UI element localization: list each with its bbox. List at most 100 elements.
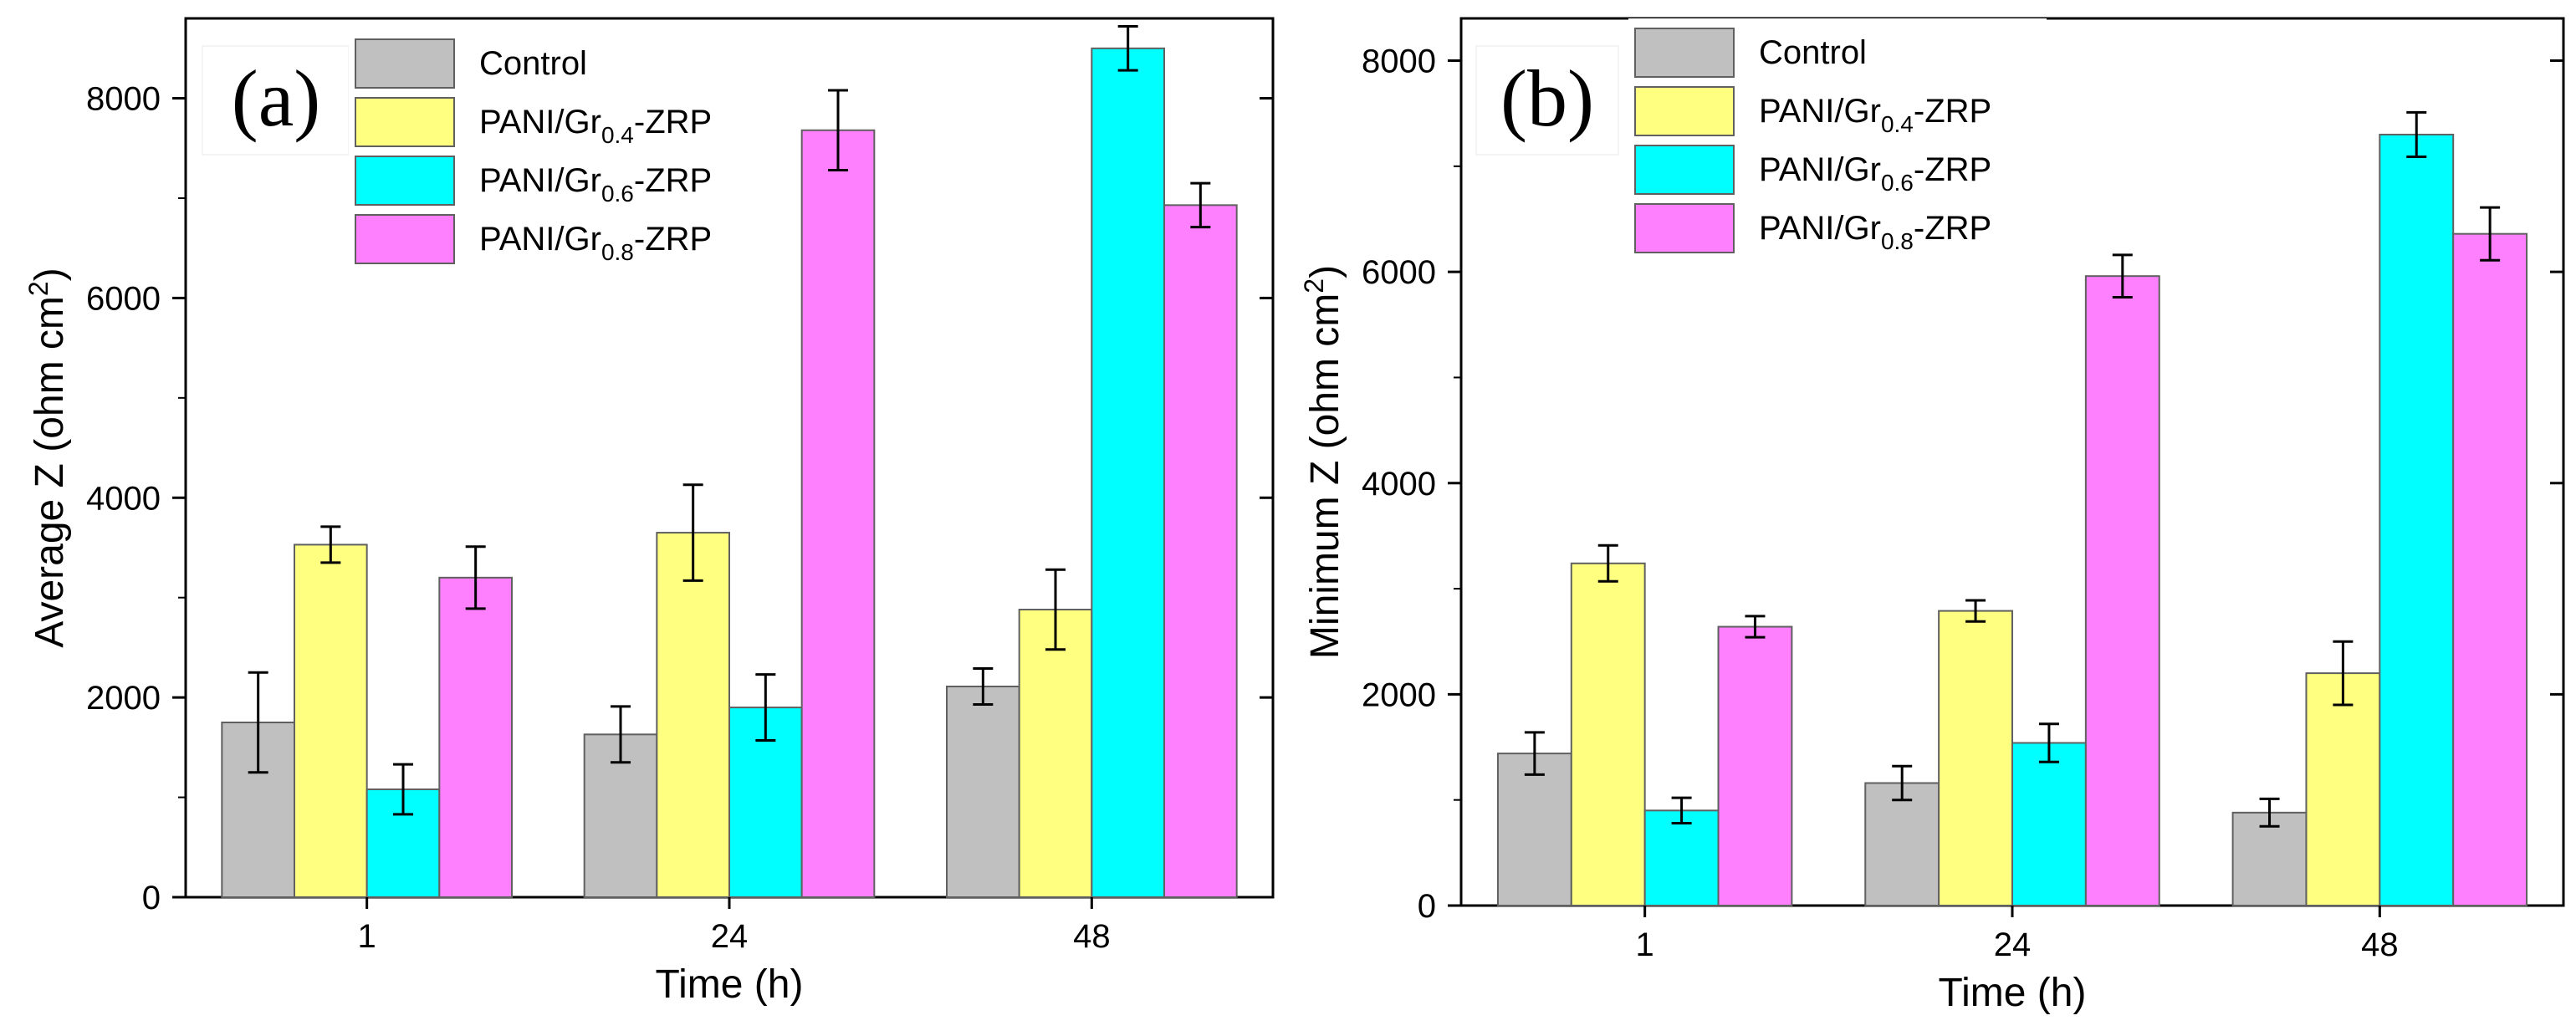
x-tick-label: 48	[2361, 926, 2399, 963]
legend-label-base: PANI/Gr	[479, 104, 601, 140]
bar-3-cat-48	[2379, 133, 2455, 906]
bar-3-cat-24	[2011, 742, 2087, 906]
error-bar	[1597, 544, 1618, 583]
legend-item: PANI/Gr0.8-ZRP	[1634, 203, 1991, 254]
error-bar	[828, 89, 848, 172]
y-axis-label-end: )	[1303, 265, 1347, 278]
legend-label: PANI/Gr0.4-ZRP	[479, 104, 712, 148]
bar-4-cat-1	[1717, 625, 1793, 906]
bar-2-cat-48	[1018, 609, 1093, 898]
legend-item: PANI/Gr0.8-ZRP	[355, 214, 712, 265]
legend-swatch	[1634, 145, 1735, 195]
y-axis-label: Minimum Z (ohm cm2)	[1299, 265, 1347, 659]
y-axis-label: Average Z (ohm cm2)	[23, 268, 72, 647]
legend-label-sub: 0.6	[1881, 170, 1914, 196]
y-axis-label-main: Minimum Z (ohm cm	[1303, 293, 1347, 659]
legend-swatch	[355, 156, 455, 206]
legend: ControlPANI/Gr0.4-ZRPPANI/Gr0.6-ZRPPANI/…	[349, 29, 767, 280]
bar-4-cat-48	[2452, 232, 2528, 906]
legend-label-base: Control	[1759, 34, 1867, 71]
y-tick-label: 0	[1418, 888, 1436, 925]
y-axis-label-sup: 2	[1299, 278, 1329, 293]
legend-item: PANI/Gr0.4-ZRP	[355, 97, 712, 148]
legend-item: PANI/Gr0.6-ZRP	[1634, 145, 1991, 196]
legend-label-sub: 0.8	[1881, 228, 1914, 254]
legend-swatch	[1634, 28, 1735, 78]
legend-item: Control	[355, 38, 587, 89]
legend-label-base: PANI/Gr	[1759, 210, 1881, 247]
legend-label-suffix: -ZRP	[634, 162, 712, 199]
bar-2-cat-1	[294, 544, 368, 899]
x-tick-label: 1	[358, 918, 376, 955]
x-tick-label: 24	[711, 918, 749, 955]
legend-label-sub: 0.4	[1881, 111, 1914, 137]
bar-4-cat-24	[2084, 275, 2160, 906]
error-bar	[1892, 764, 1913, 802]
bar-1-cat-24	[1864, 782, 1940, 906]
y-tick-label: 2000	[1362, 676, 1436, 713]
legend-label-base: PANI/Gr	[1759, 93, 1881, 130]
error-bar	[611, 705, 631, 764]
error-bar	[2038, 722, 2059, 763]
error-bar	[2480, 206, 2501, 262]
error-bar	[320, 525, 341, 564]
bar-4-cat-24	[800, 129, 876, 899]
bar-4-cat-48	[1163, 204, 1238, 898]
bar-3-cat-1	[1643, 809, 1720, 906]
legend-label: PANI/Gr0.6-ZRP	[1759, 151, 1991, 196]
legend-swatch	[355, 38, 455, 89]
error-bar	[682, 483, 703, 582]
error-bar	[465, 545, 486, 610]
y-axis-label-sup: 2	[23, 281, 54, 296]
y-tick-label: 6000	[86, 280, 161, 317]
legend: ControlPANI/Gr0.4-ZRPPANI/Gr0.6-ZRPPANI/…	[1628, 18, 2047, 269]
y-tick-label: 4000	[86, 480, 161, 517]
panel-label-box	[202, 45, 350, 156]
legend-label-sub: 0.8	[601, 239, 634, 265]
legend-label-suffix: -ZRP	[1914, 210, 1991, 247]
bar-1-cat-48	[946, 685, 1020, 898]
legend-label-sub: 0.4	[601, 122, 634, 148]
bar-2-cat-24	[656, 532, 730, 898]
panel-label-box	[1475, 45, 1619, 156]
legend-label: Control	[479, 45, 587, 82]
bar-2-cat-24	[1938, 610, 2013, 906]
legend-label: Control	[1759, 34, 1867, 71]
legend-label: PANI/Gr0.8-ZRP	[479, 221, 712, 265]
x-tick-label: 1	[1636, 926, 1654, 963]
y-tick-label: 4000	[1362, 466, 1436, 503]
y-tick-label: 6000	[1362, 254, 1436, 291]
panel-label: (b)	[1500, 54, 1594, 143]
x-tick-label: 48	[1073, 918, 1111, 955]
error-bar	[248, 671, 268, 774]
error-bar	[2259, 797, 2280, 828]
error-bar	[2406, 110, 2427, 158]
legend-swatch	[1634, 203, 1735, 253]
legend-label-suffix: -ZRP	[634, 221, 712, 258]
legend-label-base: PANI/Gr	[1759, 151, 1881, 188]
bar-1-cat-1	[1496, 753, 1572, 906]
error-bar	[973, 667, 994, 706]
error-bar	[1524, 731, 1545, 776]
legend-item: PANI/Gr0.6-ZRP	[355, 156, 712, 207]
legend-swatch	[1634, 86, 1735, 136]
error-bar	[755, 673, 776, 742]
legend-label-base: PANI/Gr	[479, 221, 601, 258]
bar-4-cat-1	[438, 576, 513, 898]
bar-2-cat-1	[1570, 562, 1646, 906]
x-tick-label: 24	[1994, 926, 2032, 963]
bar-3-cat-48	[1091, 47, 1166, 899]
bar-2-cat-48	[2305, 672, 2381, 906]
legend-label: PANI/Gr0.6-ZRP	[479, 162, 712, 207]
error-bar	[393, 763, 413, 816]
error-bar	[1965, 599, 1986, 623]
y-tick-label: 2000	[86, 680, 161, 717]
legend-label: PANI/Gr0.8-ZRP	[1759, 210, 1991, 254]
y-tick-label: 8000	[86, 81, 161, 118]
legend-swatch	[355, 214, 455, 264]
legend-item: PANI/Gr0.4-ZRP	[1634, 86, 1991, 137]
error-bar	[2112, 253, 2133, 299]
x-axis-label: Time (h)	[1939, 971, 2087, 1015]
